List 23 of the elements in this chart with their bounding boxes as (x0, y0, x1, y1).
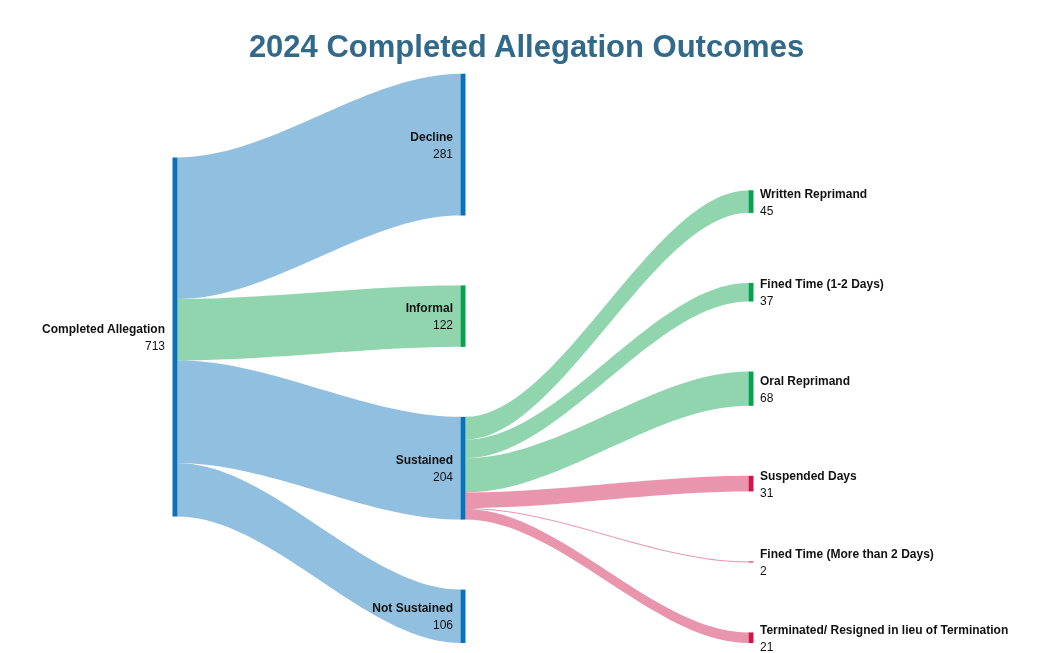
category-label: Decline (410, 129, 454, 144)
category-label: Fined Time (More than 2 Days) (760, 546, 934, 561)
data-label: 2 (760, 563, 767, 578)
data-label: 106 (432, 618, 454, 633)
category-label: Suspended Days (760, 468, 858, 483)
category-label: Informal (405, 301, 453, 316)
category-label: Terminated/ Resigned in lieu of Termination (760, 622, 1009, 637)
data-label: 281 (432, 146, 454, 161)
category-label: Written Reprimand (760, 186, 868, 201)
data-label: 45 (760, 203, 774, 218)
data-label: 21 (760, 639, 774, 653)
data-label: 713 (144, 339, 166, 353)
category-label: Oral Reprimand (760, 373, 851, 388)
category-label: Fined Time (1-2 Days) (760, 277, 884, 292)
category-label: Sustained (395, 453, 453, 468)
data-label: 68 (760, 390, 774, 405)
category-label: Completed Allegation (42, 322, 165, 336)
text: 2024 Completed Allegation Outcomes (248, 29, 805, 64)
data-label: 37 (760, 294, 774, 309)
data-label: 122 (432, 318, 454, 333)
data-label: 204 (432, 470, 454, 485)
category-label: Not Sustained (372, 601, 453, 616)
data-label: 31 (760, 485, 774, 500)
